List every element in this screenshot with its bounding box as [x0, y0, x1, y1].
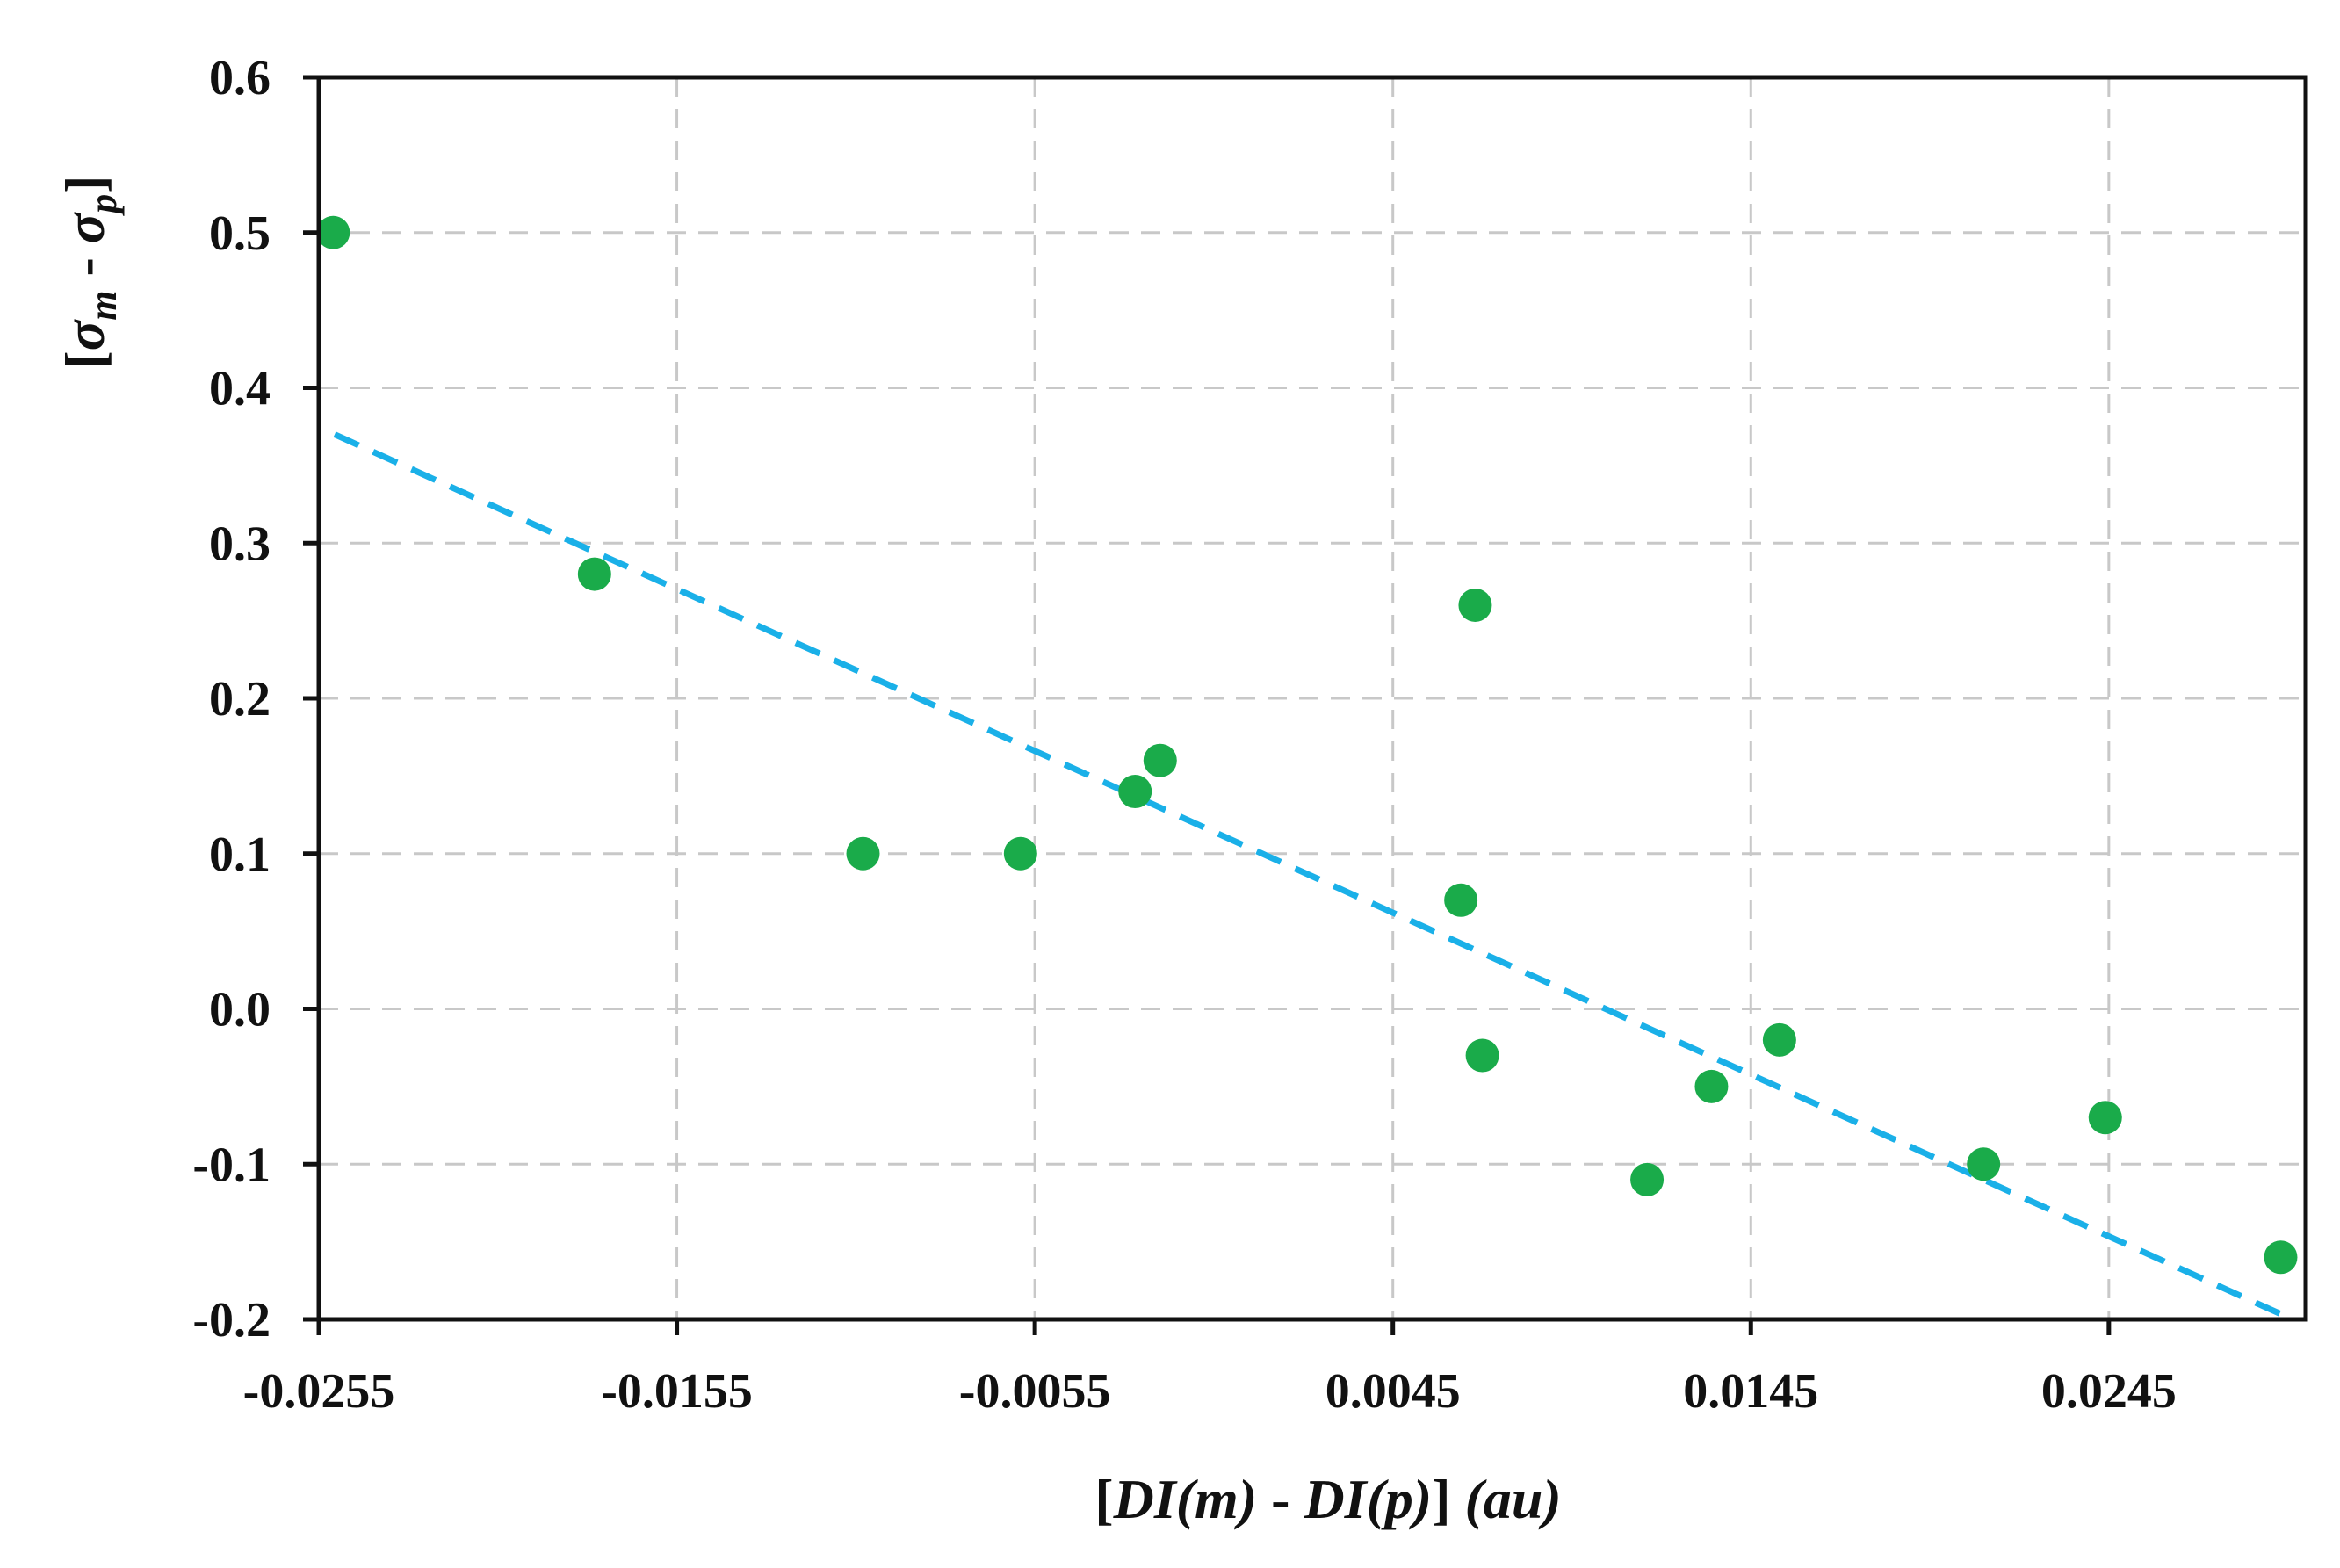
y-tick-label: -0.1 [192, 1138, 271, 1192]
plot-frame [303, 75, 2308, 1335]
data-point [1762, 1022, 1796, 1057]
x-tick-label: 0.0045 [1325, 1364, 1461, 1419]
data-point [316, 215, 350, 249]
grid [319, 77, 2306, 1319]
x-tick-label: -0.0055 [959, 1364, 1111, 1419]
x-tick-label: 0.0145 [1683, 1364, 1818, 1419]
trendline-group [333, 431, 2294, 1323]
x-axis-title-suffix: ] [1432, 1468, 1450, 1530]
x-axis-title-prefix: [ [1094, 1468, 1113, 1530]
x-tick-label: -0.0255 [243, 1364, 395, 1419]
data-point [1118, 775, 1152, 809]
y-tick-label: 0.3 [209, 517, 271, 571]
data-point [577, 557, 611, 591]
data-point [1465, 1038, 1499, 1073]
data-point [2264, 1240, 2298, 1275]
data-point [1003, 836, 1037, 871]
y-axis-title-separator: - [54, 243, 116, 290]
data-points [316, 215, 2298, 1275]
x-tick-label: 0.0245 [2041, 1364, 2177, 1419]
y-tick-label: 0.0 [209, 983, 271, 1037]
data-point [846, 836, 880, 871]
x-axis-title-space [1451, 1468, 1465, 1530]
x-axis-title-term1: DI(m) [1113, 1468, 1258, 1530]
y-tick-labels: 0.6 0.5 0.4 0.3 0.2 0.1 0.0 -0.1 -0.2 [192, 51, 271, 1348]
y-axis-title: [σm - σp] [54, 175, 125, 369]
y-tick-label: 0.6 [209, 51, 271, 105]
trendline [333, 431, 2294, 1323]
y-axis-title-sym2: σ [54, 212, 116, 243]
x-axis-title: [DI(m) - DI(p)] (au) [1094, 1468, 1561, 1530]
x-axis-title-units: (au) [1465, 1468, 1562, 1530]
x-axis-title-term2: DI(p) [1303, 1468, 1432, 1530]
y-axis-title-sub2: p [82, 194, 125, 217]
data-point [1458, 588, 1492, 622]
data-point [1967, 1147, 2001, 1181]
y-tick-label: 0.2 [209, 672, 271, 726]
y-tick-label: 0.5 [209, 206, 271, 261]
data-point [1444, 883, 1478, 917]
y-tick-label: 0.4 [209, 362, 271, 416]
y-axis-title-sym1: σ [54, 319, 116, 350]
data-point [1630, 1162, 1665, 1196]
y-axis-title-open: [ [54, 350, 116, 369]
y-tick-label: -0.2 [192, 1293, 271, 1348]
data-point [1143, 743, 1177, 777]
x-tick-labels: -0.0255 -0.0155 -0.0055 0.0045 0.0145 0.0245 [243, 1364, 2177, 1419]
x-tick-label: -0.0155 [601, 1364, 753, 1419]
data-point [1694, 1069, 1729, 1103]
x-axis-title-separator: - [1257, 1468, 1304, 1530]
y-tick-label: 0.1 [209, 827, 271, 882]
y-axis-title-sub1: m [82, 291, 125, 321]
data-point [2088, 1101, 2122, 1135]
y-axis-title-close: ] [54, 175, 116, 193]
